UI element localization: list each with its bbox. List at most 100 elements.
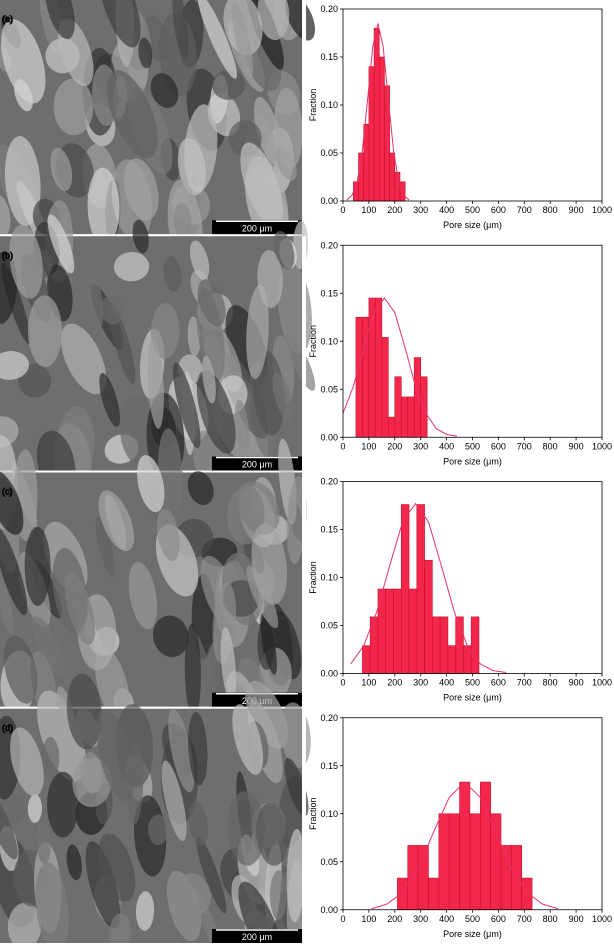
sem-texture: [257, 0, 290, 41]
x-tick-label: 100: [361, 205, 376, 215]
y-tick-label: 0.05: [320, 621, 338, 631]
bar: [428, 877, 440, 911]
sem-texture: [197, 0, 237, 79]
sem-texture: [126, 740, 144, 825]
bar: [381, 337, 389, 438]
x-tick-label: 500: [465, 678, 480, 688]
sem-texture: [3, 635, 38, 704]
x-axis-title: Pore size (μm): [443, 929, 502, 939]
sem-texture: [260, 612, 277, 675]
x-tick-label: 300: [413, 678, 428, 688]
sem-texture: [150, 303, 180, 359]
x-tick-label: 300: [413, 914, 428, 924]
x-tick-label: 900: [569, 914, 584, 924]
y-tick-label: 0.20: [320, 4, 338, 14]
bar: [439, 616, 449, 674]
bar: [362, 645, 371, 674]
y-tick-label: 0.10: [320, 809, 338, 819]
sem-texture: [0, 470, 24, 535]
bar: [394, 376, 402, 438]
bar: [470, 616, 480, 674]
sem-texture: [147, 338, 164, 429]
sem-texture: [257, 249, 283, 308]
x-tick-label: 800: [543, 441, 558, 451]
x-tick-label: 200: [387, 914, 402, 924]
x-tick-label: 100: [361, 678, 376, 688]
sem-clip-right: [302, 0, 306, 237]
x-tick-label: 700: [517, 678, 532, 688]
x-tick-label: 1000: [592, 441, 612, 451]
sem-texture: [64, 573, 96, 645]
sem-texture: [246, 284, 269, 379]
y-tick-label: 0.15: [320, 288, 338, 298]
fit-curve: [371, 781, 559, 910]
sem-image: 200 μm (c): [0, 428, 307, 737]
x-tick-label: 200: [387, 678, 402, 688]
x-tick-label: 0: [340, 914, 345, 924]
x-tick-label: 1000: [592, 205, 612, 215]
sem-texture: [10, 727, 44, 797]
y-axis-title: Fraction: [308, 797, 318, 830]
sem-texture: [150, 73, 179, 109]
scale-bar-label: 200 μm: [242, 932, 272, 942]
sem-texture: [176, 873, 212, 916]
x-tick-label: 400: [439, 441, 454, 451]
sem-texture: [66, 673, 102, 750]
x-tick-label: 700: [517, 914, 532, 924]
sem-texture: [188, 800, 208, 847]
sem-texture: [123, 158, 159, 221]
sem-texture: [27, 295, 63, 368]
fit-curve: [346, 23, 410, 201]
sem-texture: [138, 37, 153, 69]
sem-texture: [36, 821, 51, 865]
sem-texture: [273, 230, 295, 270]
y-tick-label: 0.05: [320, 384, 338, 394]
sem-texture: [7, 902, 42, 945]
sem-texture: [0, 416, 19, 448]
sem-texture: [285, 0, 316, 41]
sem-texture: [47, 771, 79, 838]
sem-texture: [44, 0, 75, 39]
x-tick-label: 400: [439, 914, 454, 924]
bar: [521, 877, 533, 911]
y-axis-title: Fraction: [308, 325, 318, 358]
y-tick-label: 0.05: [320, 148, 338, 158]
bar: [378, 56, 385, 202]
sem-texture: [85, 841, 120, 929]
sem-texture: [99, 0, 141, 48]
sem-texture: [96, 709, 135, 802]
sem-texture: [153, 615, 189, 658]
sem-texture: [196, 836, 227, 914]
x-tick-label: 700: [517, 441, 532, 451]
sem-texture: [286, 828, 305, 923]
sem-texture: [53, 78, 94, 136]
bar: [397, 877, 409, 911]
x-tick-label: 200: [387, 441, 402, 451]
x-tick-label: 0: [340, 678, 345, 688]
bar: [459, 781, 471, 911]
sem-texture: [66, 844, 82, 881]
y-tick-label: 0.00: [320, 905, 338, 915]
x-tick-label: 0: [340, 205, 345, 215]
y-tick-label: 0.10: [320, 573, 338, 583]
sem-texture: [9, 224, 43, 299]
sem-texture: [99, 372, 121, 428]
panel-label: (d): [2, 723, 13, 733]
bar: [447, 645, 456, 674]
bar: [375, 297, 383, 438]
bar: [511, 845, 523, 911]
sem-texture: [50, 147, 73, 191]
sem-texture: [0, 526, 28, 616]
x-axis-title: Pore size (μm): [443, 693, 502, 703]
panel-label: (c): [2, 487, 13, 497]
x-tick-label: 800: [543, 678, 558, 688]
x-tick-label: 900: [569, 441, 584, 451]
sem-texture: [98, 490, 135, 552]
sem-texture: [246, 565, 279, 629]
sem-texture: [37, 690, 86, 781]
x-tick-label: 600: [491, 914, 506, 924]
sem-texture: [47, 214, 75, 274]
sem-texture: [187, 471, 214, 506]
bar: [400, 504, 410, 674]
sem-texture: [136, 891, 155, 931]
